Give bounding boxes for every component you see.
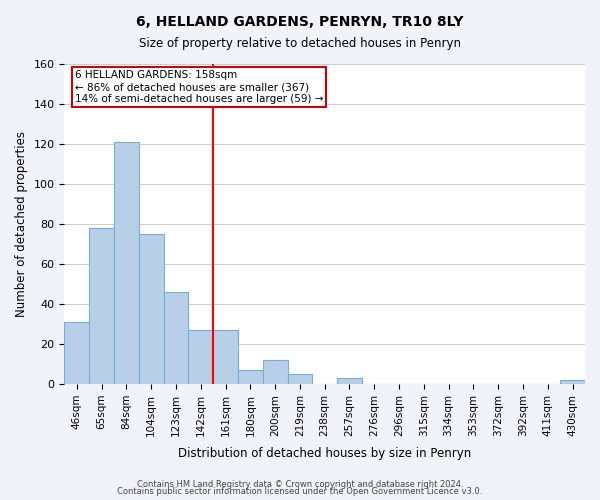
- Bar: [560, 380, 585, 384]
- Bar: [337, 378, 362, 384]
- Bar: [263, 360, 287, 384]
- Bar: [287, 374, 313, 384]
- Bar: [238, 370, 263, 384]
- Text: Size of property relative to detached houses in Penryn: Size of property relative to detached ho…: [139, 38, 461, 51]
- Bar: [139, 234, 164, 384]
- Bar: [64, 322, 89, 384]
- Bar: [89, 228, 114, 384]
- Bar: [188, 330, 213, 384]
- Text: 6, HELLAND GARDENS, PENRYN, TR10 8LY: 6, HELLAND GARDENS, PENRYN, TR10 8LY: [136, 15, 464, 29]
- Bar: [213, 330, 238, 384]
- Bar: [164, 292, 188, 384]
- Y-axis label: Number of detached properties: Number of detached properties: [15, 131, 28, 317]
- X-axis label: Distribution of detached houses by size in Penryn: Distribution of detached houses by size …: [178, 447, 472, 460]
- Bar: [114, 142, 139, 384]
- Text: 6 HELLAND GARDENS: 158sqm
← 86% of detached houses are smaller (367)
14% of semi: 6 HELLAND GARDENS: 158sqm ← 86% of detac…: [75, 70, 323, 104]
- Text: Contains HM Land Registry data © Crown copyright and database right 2024.: Contains HM Land Registry data © Crown c…: [137, 480, 463, 489]
- Text: Contains public sector information licensed under the Open Government Licence v3: Contains public sector information licen…: [118, 487, 482, 496]
